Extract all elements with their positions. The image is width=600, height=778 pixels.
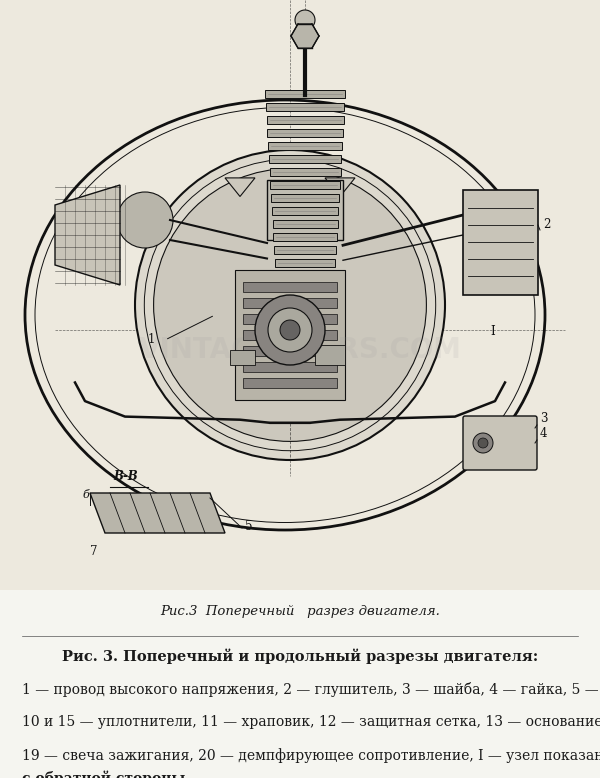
Text: Рис.3  Поперечный   разрез двигателя.: Рис.3 Поперечный разрез двигателя. [160, 605, 440, 618]
Text: с обратной стороны.: с обратной стороны. [22, 770, 190, 778]
Text: 10 и 15 — уплотнители, 11 — храповик, 12 — защитная сетка, 13 — основание: 10 и 15 — уплотнители, 11 — храповик, 12… [22, 715, 600, 729]
Bar [268, 142, 342, 150]
Bar [267, 129, 343, 137]
Bar [270, 181, 340, 189]
Circle shape [280, 320, 300, 340]
Polygon shape [291, 24, 319, 48]
Text: 7: 7 [90, 545, 97, 558]
Text: I: I [490, 325, 495, 338]
Bar [243, 330, 337, 340]
Bar [275, 259, 335, 267]
Bar [265, 90, 345, 98]
Bar [230, 350, 255, 365]
Circle shape [473, 433, 493, 453]
Circle shape [478, 438, 488, 448]
Text: Рис. 3. Поперечный и продольный разрезы двигателя:: Рис. 3. Поперечный и продольный разрезы … [62, 648, 538, 664]
Bar [274, 246, 336, 254]
Polygon shape [90, 493, 225, 533]
Bar [243, 346, 337, 356]
Bar [463, 190, 538, 295]
Circle shape [268, 308, 312, 352]
Text: 4: 4 [540, 427, 548, 440]
Bar [0, 590, 600, 778]
Bar [243, 298, 337, 308]
Polygon shape [55, 185, 120, 285]
Text: 1 — провод высокого напряжения, 2 — глушитель, 3 — шайба, 4 — гайка, 5 —: 1 — провод высокого напряжения, 2 — глуш… [22, 682, 599, 697]
Text: 19 — свеча зажигания, 20 — демпфирующее сопротивление, I — узел показан: 19 — свеча зажигания, 20 — демпфирующее … [22, 748, 600, 763]
Bar [243, 378, 337, 388]
Bar [271, 194, 339, 202]
Text: 5: 5 [245, 520, 253, 533]
Bar [266, 116, 343, 124]
Bar [243, 362, 337, 372]
Polygon shape [325, 178, 355, 197]
Circle shape [255, 295, 325, 365]
Bar [269, 168, 341, 176]
Text: 1: 1 [148, 333, 155, 346]
Bar [272, 207, 338, 215]
Bar [266, 103, 344, 111]
Circle shape [295, 10, 315, 30]
Bar [273, 233, 337, 241]
Bar [269, 155, 341, 163]
Text: 2: 2 [543, 218, 550, 231]
Bar [235, 270, 345, 400]
FancyBboxPatch shape [463, 416, 537, 470]
Bar [272, 220, 337, 228]
Bar [243, 314, 337, 324]
Text: VINTAGEENGRS.COM: VINTAGEENGRS.COM [139, 336, 461, 364]
Text: В-В: В-В [113, 470, 137, 483]
Bar [0, 0, 600, 590]
Bar [243, 282, 337, 292]
Circle shape [117, 192, 173, 248]
Text: б: б [82, 490, 89, 500]
Bar [267, 180, 343, 240]
Circle shape [135, 150, 445, 460]
Polygon shape [225, 178, 255, 197]
Bar [315, 345, 345, 365]
Circle shape [154, 169, 427, 441]
Text: 3: 3 [540, 412, 548, 425]
